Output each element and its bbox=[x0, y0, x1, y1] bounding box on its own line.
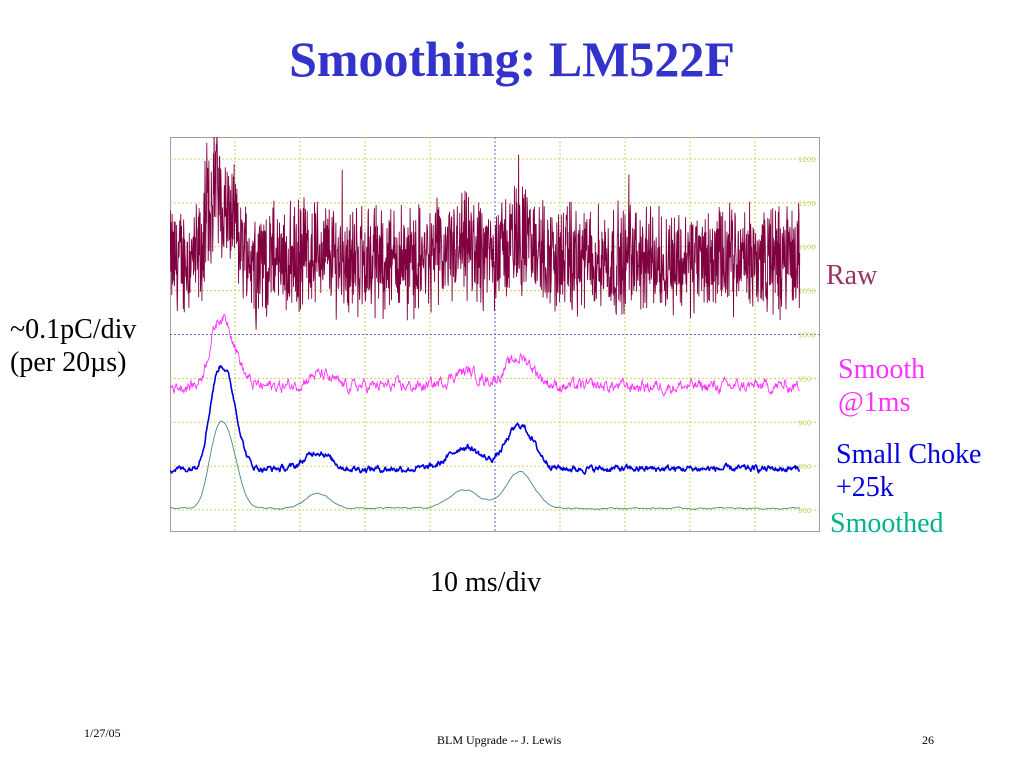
legend-small-choke: Small Choke +25k bbox=[836, 438, 981, 504]
y-tick-label: 950 bbox=[798, 375, 811, 383]
trace-raw bbox=[170, 137, 801, 330]
y-axis-label: ~0.1pC/div (per 20µs) bbox=[10, 313, 136, 379]
legend-smooth: Smooth @1ms bbox=[838, 353, 925, 419]
y-tick-label: 1000 bbox=[798, 332, 816, 340]
y-tick-label: 800 bbox=[798, 507, 811, 515]
legend-smooth-line-2: @1ms bbox=[838, 387, 911, 418]
legend-small-choke-line-1: Small Choke bbox=[836, 439, 982, 470]
legend-small-choke-line-2: +25k bbox=[836, 472, 894, 503]
y-tick-label: 900 bbox=[798, 419, 811, 427]
legend-smooth-line-1: Smooth bbox=[838, 354, 926, 385]
page-title: Smoothing: LM522F bbox=[289, 31, 735, 87]
chart-traces bbox=[170, 137, 801, 510]
y-tick-label: 850 bbox=[798, 463, 811, 471]
trace-small-choke bbox=[170, 365, 801, 475]
legend-raw: Raw bbox=[826, 260, 878, 291]
trace-smooth bbox=[170, 314, 800, 397]
y-tick-label: 1050 bbox=[798, 288, 816, 296]
y-tick-label: 1150 bbox=[798, 200, 816, 208]
y-tick-label: 1100 bbox=[798, 244, 816, 252]
x-axis-label: 10 ms/div bbox=[430, 567, 542, 598]
legend-smoothed: Smoothed bbox=[830, 508, 944, 539]
y-tick-labels: 1200 1150 1100 1050 1000 950 900 850 800 bbox=[798, 156, 816, 515]
y-axis-label-line-1: ~0.1pC/div bbox=[10, 314, 137, 345]
page-number: 26 bbox=[922, 733, 934, 747]
oscilloscope-chart: 1200 1150 1100 1050 1000 950 900 850 800 bbox=[170, 137, 820, 532]
footer-date: 1/27/05 bbox=[84, 726, 121, 740]
footer-center: BLM Upgrade -- J. Lewis bbox=[437, 733, 562, 747]
trace-smoothed bbox=[170, 420, 801, 510]
y-tick-label: 1200 bbox=[798, 156, 816, 164]
y-axis-label-line-2: (per 20µs) bbox=[10, 347, 127, 378]
